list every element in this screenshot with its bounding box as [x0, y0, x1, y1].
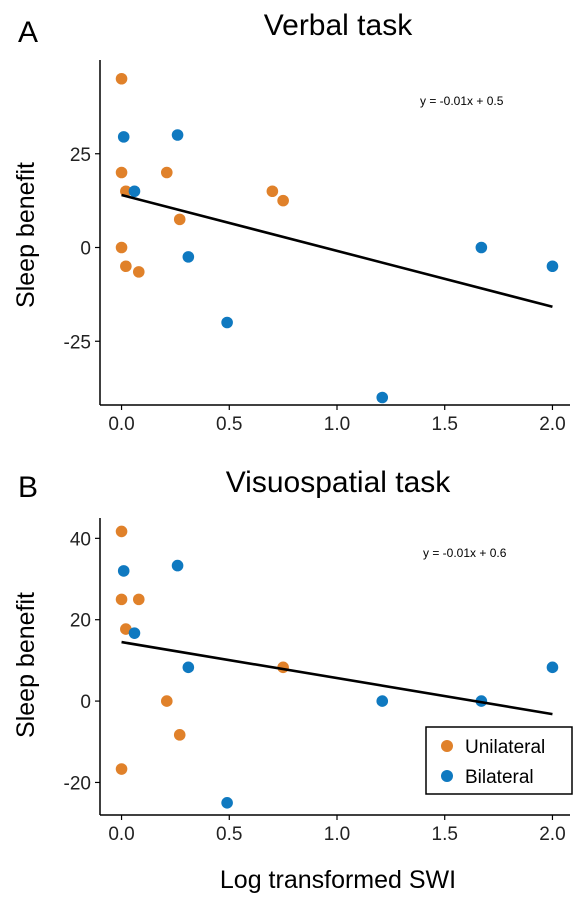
- legend-box: [425, 726, 573, 795]
- legend-label-unilateral: Unilateral: [465, 737, 545, 758]
- panel-b-x-tick-label: 1.0: [324, 824, 350, 845]
- panel-b-y-tick-label: 40: [70, 529, 91, 550]
- panel-a-point-bilateral: [221, 316, 233, 329]
- x-axis-label: Log transformed SWI: [220, 866, 456, 894]
- panel-b-title: Visuospatial task: [226, 466, 452, 499]
- panel-b-y-tick-label: 20: [70, 611, 91, 632]
- panel-a-title: Verbal task: [264, 9, 413, 42]
- panel-b-y-axis-label: Sleep benefit: [12, 592, 40, 738]
- panel-b-y-tick-label: 0: [80, 692, 91, 713]
- panel-a-x-tick-label: 0.5: [216, 414, 242, 435]
- panel-b-x-tick-label: 2.0: [539, 824, 565, 845]
- panel-a-x-tick-label: 2.0: [539, 414, 565, 435]
- legend: Unilateral Bilateral: [425, 726, 573, 795]
- panel-a-point-bilateral: [376, 391, 389, 404]
- panel-letter-b: B: [18, 471, 38, 504]
- panel-a-point-unilateral: [115, 241, 128, 254]
- panel-a-equation: y = -0.01x + 0.5: [420, 94, 504, 108]
- panel-a-y-tick-label: -25: [64, 332, 91, 353]
- legend-marker-unilateral: [441, 740, 453, 752]
- panel-a-x-tick-label: 1.0: [324, 414, 350, 435]
- panel-b-point-bilateral: [128, 627, 141, 639]
- panel-a-point-unilateral: [277, 194, 289, 207]
- panel-b-y-tick-label: -20: [64, 773, 91, 794]
- panel-b-point-bilateral: [376, 695, 389, 707]
- panel-a-point-unilateral: [160, 166, 173, 179]
- panel-a-point-unilateral: [132, 266, 145, 278]
- panel-a-point-unilateral: [120, 260, 132, 273]
- panel-a-y-tick-label: 0: [80, 239, 91, 260]
- panel-a-point-bilateral: [475, 241, 488, 254]
- panel-a-point-bilateral: [182, 251, 195, 263]
- panel-a-y-tick-label: 25: [70, 145, 91, 166]
- panel-b-point-bilateral: [221, 796, 233, 809]
- panel-a-point-unilateral: [115, 166, 128, 179]
- plot-layer: 0.0 0.5 1.0 1.5 2.0 25 0 -25 0.0 0.5 1.0 1.5 2.0 40 20…: [64, 60, 570, 845]
- panel-b-point-unilateral: [115, 593, 128, 606]
- panel-b-regression-line: [121, 640, 553, 716]
- panel-b-point-bilateral: [171, 559, 184, 572]
- panel-b-equation: y = -0.01x + 0.6: [423, 546, 507, 560]
- panel-a-point-bilateral: [117, 131, 130, 143]
- panel-b-point-bilateral: [182, 661, 195, 674]
- panel-b-x-tick-label: 1.5: [432, 824, 458, 845]
- legend-marker-bilateral: [441, 770, 453, 782]
- panel-b-point-unilateral: [132, 593, 145, 606]
- panel-a-x-tick-label: 0.0: [108, 414, 134, 435]
- panel-b-point-bilateral: [117, 565, 130, 577]
- panel-a-regression-line: [121, 193, 553, 309]
- legend-label-bilateral: Bilateral: [465, 767, 534, 788]
- panel-letter-a: A: [18, 16, 38, 49]
- panel-b-point-unilateral: [115, 525, 128, 538]
- panel-b-point-bilateral: [546, 661, 559, 674]
- panel-b-x-tick-label: 0.5: [216, 824, 242, 845]
- panel-b-point-unilateral: [115, 763, 128, 775]
- panel-a-point-unilateral: [115, 72, 128, 85]
- panel-b-point-unilateral: [120, 623, 132, 635]
- panel-a-point-bilateral: [128, 185, 141, 198]
- panel-b-x-tick-label: 0.0: [108, 824, 134, 845]
- panel-a-point-unilateral: [266, 185, 279, 198]
- panel-a-point-bilateral: [546, 260, 559, 273]
- panel-b-point-unilateral: [173, 729, 186, 741]
- panel-a-x-tick-label: 1.5: [432, 414, 458, 435]
- panel-a-point-unilateral: [173, 213, 186, 226]
- panel-a-y-axis-label: Sleep benefit: [12, 162, 40, 308]
- panel-a-point-bilateral: [171, 129, 184, 141]
- panel-b-point-unilateral: [160, 695, 173, 707]
